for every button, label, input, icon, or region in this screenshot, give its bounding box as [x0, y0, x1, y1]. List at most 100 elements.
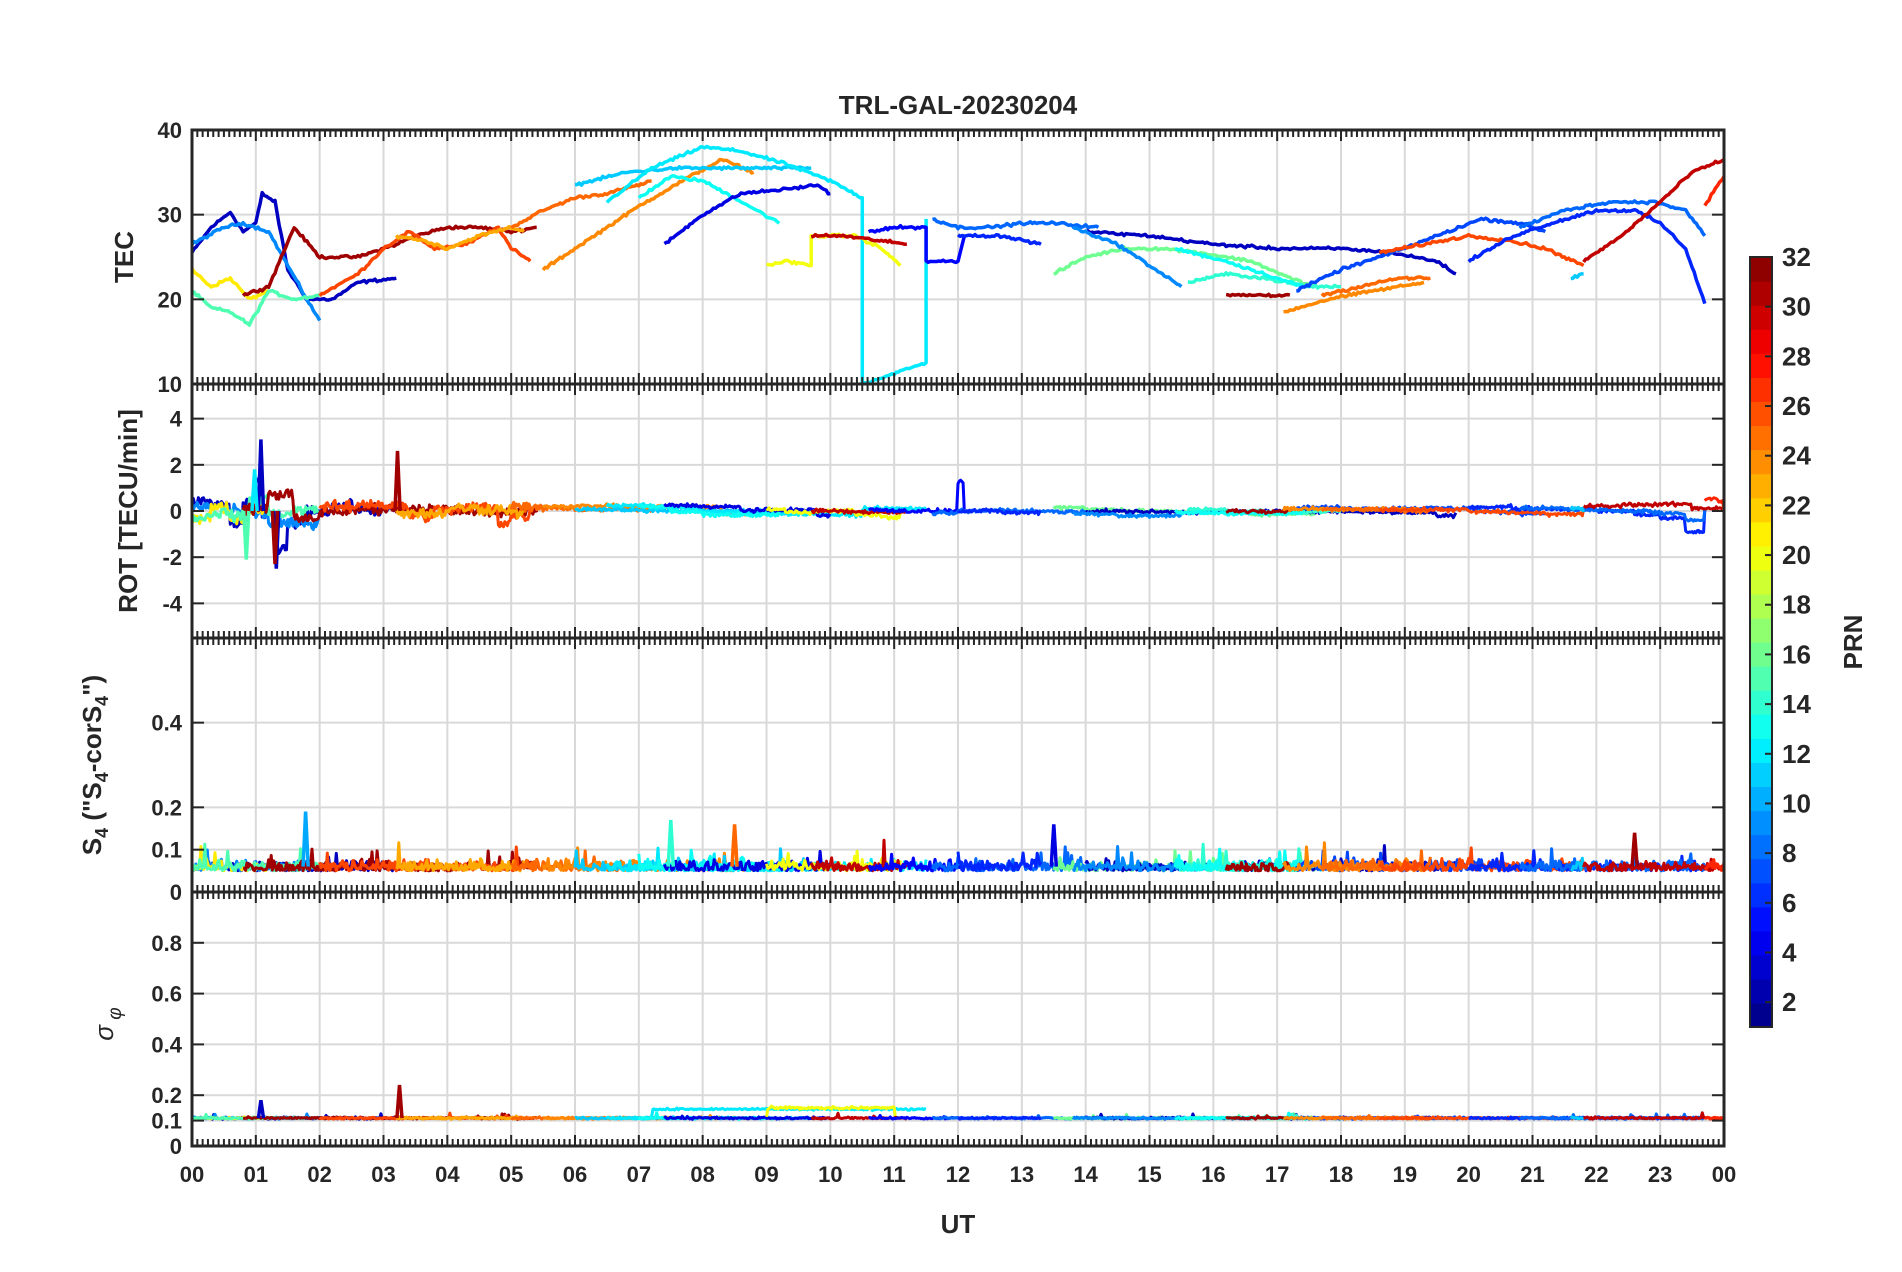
colorbar-swatch: [1750, 257, 1772, 282]
y-tick-label: 0: [170, 1134, 182, 1159]
peak-spike: [256, 1100, 266, 1119]
peak-spike: [270, 510, 280, 565]
series-trace: [394, 502, 525, 520]
x-tick-label: 11: [883, 1162, 906, 1187]
series-trace: [765, 1104, 901, 1121]
tec-series-line: [1518, 199, 1707, 237]
colorbar-tick-label: 12: [1782, 739, 1811, 769]
x-tick-label: 20: [1456, 1162, 1480, 1187]
colorbar-tick-label: 2: [1782, 987, 1796, 1017]
tec-series-line: [932, 217, 1100, 231]
x-tick-label: 16: [1201, 1162, 1225, 1187]
series-trace: [957, 1115, 1042, 1121]
series-trace: [1582, 857, 1724, 873]
x-tick-label: 02: [307, 1162, 331, 1187]
colorbar-swatch: [1750, 882, 1772, 908]
x-tick-label: 14: [1073, 1162, 1098, 1187]
peak-spike: [256, 439, 266, 512]
peak-spike: [301, 811, 310, 867]
tec-series-line: [810, 232, 907, 247]
tec-series-line: [1703, 175, 1724, 207]
y-tick-label: 0.6: [151, 982, 182, 1007]
y-tick-label: 30: [158, 203, 182, 228]
x-tick-label: 15: [1137, 1162, 1161, 1187]
colorbar-swatch: [1750, 401, 1772, 427]
colorbar-swatch: [1750, 281, 1772, 306]
colorbar-swatch: [1750, 666, 1772, 691]
series-trace: [1378, 505, 1586, 518]
colorbar-tick-label: 22: [1782, 490, 1811, 520]
colorbar-swatch: [1750, 353, 1772, 378]
series-trace: [663, 1114, 831, 1121]
y-tick-label: -4: [162, 591, 182, 616]
colorbar-tick-label: 14: [1782, 689, 1811, 719]
colorbar-swatch: [1750, 425, 1772, 451]
s4-series: [192, 811, 1724, 873]
colorbar-frame: [1749, 256, 1773, 1028]
colorbar-swatch: [1750, 858, 1772, 884]
series-trace: [931, 507, 1099, 517]
colorbar-label: PRN: [1838, 615, 1868, 670]
colorbar-tick-label: 30: [1782, 292, 1811, 322]
x-tick-label: 19: [1393, 1162, 1417, 1187]
peak-spike: [730, 824, 739, 867]
tec-panel: 10 20 30 40 TEC: [109, 118, 1726, 397]
x-tick-label: 07: [627, 1162, 651, 1187]
x-tick-label: 13: [1010, 1162, 1034, 1187]
rot-panel: -4 -2 0 2 4 ROT [TECU/min]: [113, 382, 1726, 640]
colorbar-tick-label: 28: [1782, 341, 1811, 371]
colorbar-swatch: [1750, 906, 1772, 932]
series-trace: [1569, 1115, 1585, 1121]
tec-series-line: [1320, 275, 1431, 298]
tec-series-line: [1283, 280, 1425, 314]
tec-series-line: [192, 288, 320, 327]
tec-series-line: [510, 179, 652, 230]
rot-ylabel: ROT [TECU/min]: [113, 409, 143, 613]
series-trace: [956, 507, 1042, 517]
y-tick-label: -2: [162, 545, 182, 570]
x-tick-label: 03: [371, 1162, 395, 1187]
colorbar-swatch: [1750, 305, 1772, 330]
series-trace: [638, 503, 781, 519]
colorbar-tick-label: 24: [1782, 441, 1811, 471]
peak-spike: [1630, 832, 1639, 867]
colorbar-tick-label: 20: [1782, 540, 1811, 570]
peak-spike: [250, 469, 259, 512]
colorbar-tick-label: 4: [1782, 937, 1797, 967]
x-tick-label: 00: [1712, 1162, 1736, 1187]
colorbar-swatch: [1750, 954, 1772, 980]
series-trace: [1224, 861, 1292, 873]
series-trace: [1321, 506, 1432, 515]
colorbar-swatch: [1750, 930, 1772, 956]
tec-series-line: [1582, 158, 1724, 264]
tec-axes: 10 20 30 40: [158, 118, 1726, 397]
colorbar-swatch: [1750, 642, 1772, 667]
tec-series-line: [1174, 247, 1304, 289]
series-trace: [395, 1114, 526, 1121]
y-tick-label: 0.2: [151, 795, 182, 820]
colorbar-swatch: [1750, 834, 1772, 860]
series-trace: [1072, 511, 1183, 519]
series-trace: [1518, 504, 1707, 523]
x-tick-label: 09: [754, 1162, 778, 1187]
sigma-phi-axes: 00.10.2 0.4 0.6 0.8: [151, 890, 1726, 1159]
colorbar-swatch: [1750, 545, 1772, 571]
tec-series-line: [663, 183, 831, 246]
tec-series-line: [541, 157, 755, 272]
series-trace: [1570, 856, 1586, 872]
y-tick-label: 40: [158, 118, 182, 143]
y-tick-label: 4: [170, 407, 183, 432]
x-tick-label: 00: [180, 1162, 204, 1187]
tec-series-line: [1071, 225, 1183, 288]
x-axis-label: UT: [941, 1209, 976, 1239]
tec-series: [192, 144, 1724, 384]
y-tick-label: 0: [170, 880, 182, 905]
y-tick-label: 10: [158, 372, 182, 397]
sigma-phi-panel: 00.10.2 0.4 0.6 0.8 σ φ: [89, 890, 1726, 1159]
sigma-phi-ylabel: σ φ: [89, 1007, 126, 1040]
y-tick-label: 0.4: [151, 1032, 182, 1057]
y-tick-label: 0.1: [151, 838, 182, 863]
series-trace: [1583, 1111, 1724, 1121]
s4-panel: 0 0.1 0.2 0.4 S4 ("S4-corS4"): [77, 636, 1726, 905]
